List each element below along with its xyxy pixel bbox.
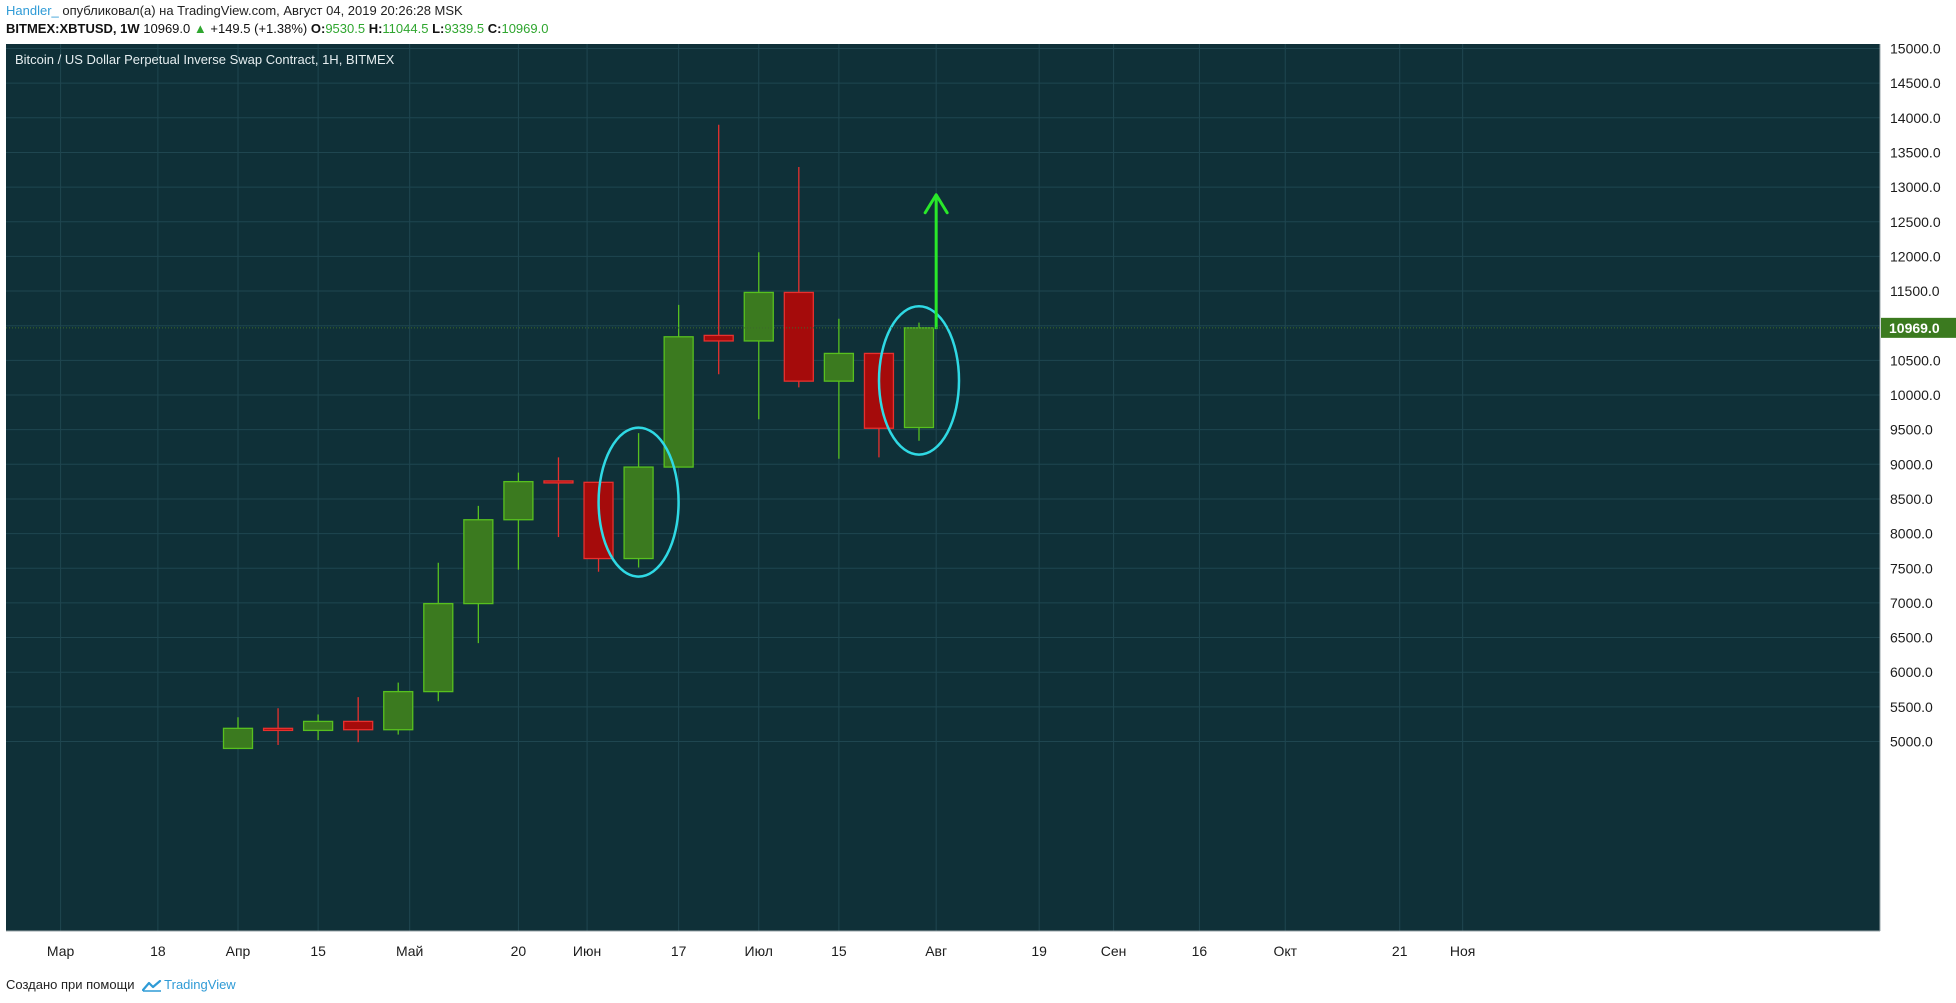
current-price: 10969.0 [143, 21, 191, 36]
y-tick-label-10: 10000.0 [1890, 387, 1941, 403]
candle-body-8 [543, 480, 574, 484]
y-tick-label-13: 11500.0 [1890, 283, 1940, 299]
y-tick-label-15: 12500.0 [1890, 214, 1941, 230]
change-up-icon: ▲ [193, 21, 207, 36]
x-tick-label-2: Апр [226, 943, 251, 959]
up-arrow-icon [923, 193, 949, 215]
highlight-ellipse-1 [877, 305, 961, 456]
symbol-legend: BITMEX:XBTUSD, 1W 10969.0 ▲ +149.5 (+1.3… [6, 21, 548, 36]
x-tick-label-12: Сен [1101, 943, 1127, 959]
candle-body-17 [903, 327, 935, 429]
candle-body-12 [703, 334, 734, 342]
candle-body-4 [383, 690, 414, 731]
x-tick-label-9: 15 [831, 943, 847, 959]
candle-body-3 [343, 720, 374, 731]
x-tick-label-5: 20 [511, 943, 527, 959]
candle-body-7 [503, 480, 534, 521]
x-tick-label-6: Июн [573, 943, 601, 959]
x-tick-label-1: 18 [150, 943, 166, 959]
x-tick-label-0: Мар [47, 943, 75, 959]
time-axis[interactable] [6, 931, 1880, 965]
symbol-name: BITMEX:XBTUSD, 1W [6, 21, 140, 36]
tradingview-link[interactable]: TradingView [164, 977, 236, 992]
publish-info: Handler_ опубликовал(а) на TradingView.c… [6, 3, 463, 18]
x-tick-label-11: 19 [1031, 943, 1047, 959]
candle-body-5 [423, 602, 454, 693]
candle-body-13 [743, 291, 774, 342]
candle-body-14 [783, 291, 814, 382]
candle-body-10 [623, 466, 654, 560]
y-tick-label-19: 14500.0 [1890, 75, 1941, 91]
y-tick-label-11: 10500.0 [1890, 352, 1941, 368]
plot-area[interactable] [6, 44, 1880, 931]
x-tick-label-14: Окт [1273, 943, 1297, 959]
y-tick-label-4: 7000.0 [1890, 595, 1933, 611]
x-tick-label-7: 17 [671, 943, 687, 959]
candle-body-2 [302, 720, 334, 732]
tradingview-logo-icon [142, 979, 162, 992]
y-tick-label-9: 9500.0 [1890, 422, 1933, 438]
annotations [6, 193, 1880, 578]
x-tick-label-10: Авг [925, 943, 947, 959]
low-label: L: [432, 21, 445, 36]
x-tick-label-8: Июл [745, 943, 773, 959]
last-price-badge-bg [1881, 317, 1956, 338]
published-text: опубликовал(а) на TradingView.com, Авгус… [58, 3, 463, 18]
x-axis-labels: Мар 18 Апр 15 Май 20 Июн 17 Июл 15 Авг 19 Сен 16 Окт 21… [47, 943, 1476, 959]
x-tick-label-3: 15 [310, 943, 326, 959]
y-tick-label-6: 8000.0 [1890, 526, 1933, 542]
close-label: C: [487, 21, 502, 36]
highlight-ellipse-0 [597, 426, 680, 578]
candle-body-0 [222, 727, 254, 750]
low-value: 9339.5 [444, 21, 485, 36]
high-label: H: [368, 21, 383, 36]
x-tick-label-4: Май [396, 943, 423, 959]
x-tick-label-15: 21 [1392, 943, 1408, 959]
candle-body-6 [463, 519, 494, 605]
y-tick-label-1: 5500.0 [1890, 699, 1933, 715]
y-tick-label-0: 5000.0 [1890, 734, 1933, 750]
y-tick-label-7: 8500.0 [1890, 491, 1933, 507]
y-tick-label-20: 15000.0 [1890, 41, 1941, 57]
author-link[interactable]: Handler_ [6, 3, 59, 18]
y-tick-label-18: 14000.0 [1890, 110, 1941, 126]
x-tick-label-16: Ноя [1450, 943, 1475, 959]
y-tick-label-3: 6500.0 [1890, 630, 1933, 646]
created-with-text: Создано при помощи [6, 977, 135, 992]
open-value: 9530.5 [325, 21, 366, 36]
x-tick-label-13: 16 [1192, 943, 1208, 959]
price-change: +149.5 (+1.38%) [210, 21, 308, 36]
y-tick-label-8: 9000.0 [1890, 456, 1933, 472]
y-tick-label-16: 13000.0 [1890, 179, 1941, 195]
price-axis[interactable] [1880, 44, 1956, 931]
y-tick-label-5: 7500.0 [1890, 560, 1933, 576]
candle-body-15 [823, 352, 855, 382]
y-tick-label-2: 6000.0 [1890, 664, 1933, 680]
y-tick-label-17: 13500.0 [1890, 144, 1941, 160]
candles [222, 124, 935, 750]
high-value: 11044.5 [382, 21, 429, 36]
chart-title: Bitcoin / US Dollar Perpetual Inverse Sw… [15, 52, 395, 67]
open-label: O: [310, 21, 326, 36]
y-tick-label-14: 12000.0 [1890, 248, 1941, 264]
last-price-badge: 10969.0 [1881, 317, 1956, 338]
footer: Создано при помощи TradingView [6, 977, 236, 992]
candle-body-11 [663, 336, 694, 468]
last-price-label: 10969.0 [1889, 320, 1940, 336]
grid [6, 44, 1880, 931]
candle-body-1 [262, 727, 294, 732]
close-value: 10969.0 [501, 21, 549, 36]
